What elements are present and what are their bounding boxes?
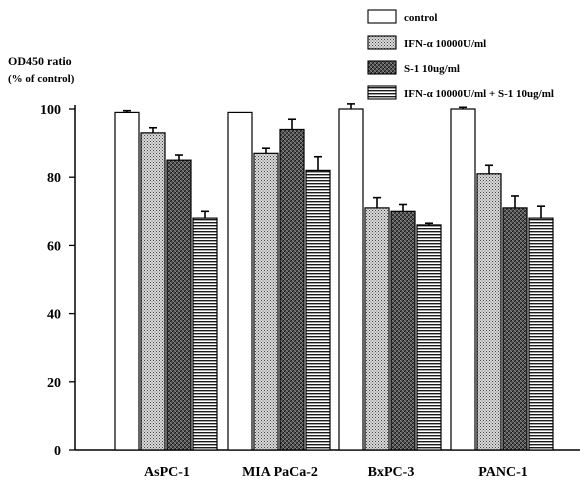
bar bbox=[140, 132, 166, 451]
legend-swatch bbox=[367, 35, 397, 50]
bar bbox=[338, 108, 364, 451]
y-tick-label: 0 bbox=[54, 444, 61, 459]
legend-swatch bbox=[367, 60, 397, 75]
legend-label: IFN-α 10000U/ml bbox=[404, 38, 486, 50]
bars bbox=[114, 103, 554, 451]
bar bbox=[528, 217, 554, 451]
y-tick-label: 20 bbox=[47, 376, 61, 391]
x-tick-label: BxPC-3 bbox=[368, 465, 415, 480]
bar bbox=[416, 224, 442, 451]
legend-label: IFN-α 10000U/ml + S-1 10ug/ml bbox=[404, 88, 554, 100]
y-axis-label: OD450 ratio bbox=[8, 54, 72, 68]
bar bbox=[279, 128, 305, 451]
bar bbox=[253, 152, 279, 451]
bar bbox=[450, 108, 476, 451]
bar bbox=[390, 210, 416, 451]
legend-swatch bbox=[367, 9, 397, 24]
y-axis-sublabel: (% of control) bbox=[8, 73, 75, 85]
legend-label: control bbox=[404, 12, 437, 24]
y-tick-label: 100 bbox=[40, 103, 61, 118]
bar bbox=[192, 217, 218, 451]
bar bbox=[114, 111, 140, 451]
x-tick-label: PANC-1 bbox=[478, 465, 528, 480]
bar bbox=[502, 207, 528, 451]
bar bbox=[364, 207, 390, 451]
y-tick-label: 80 bbox=[47, 171, 61, 186]
legend: control IFN-α 10000U/ml S-1 10ug/ml IFN-α 1… bbox=[367, 9, 554, 100]
bar bbox=[305, 169, 331, 451]
y-tick-label: 60 bbox=[47, 239, 61, 254]
x-tick-label: AsPC-1 bbox=[144, 465, 190, 480]
bar bbox=[166, 159, 192, 451]
bar bbox=[227, 111, 253, 451]
legend-label: S-1 10ug/ml bbox=[404, 63, 460, 75]
legend-swatch bbox=[367, 85, 397, 100]
y-tick-label: 40 bbox=[47, 308, 61, 323]
x-tick-label: MIA PaCa-2 bbox=[242, 465, 318, 480]
bar bbox=[476, 173, 502, 451]
